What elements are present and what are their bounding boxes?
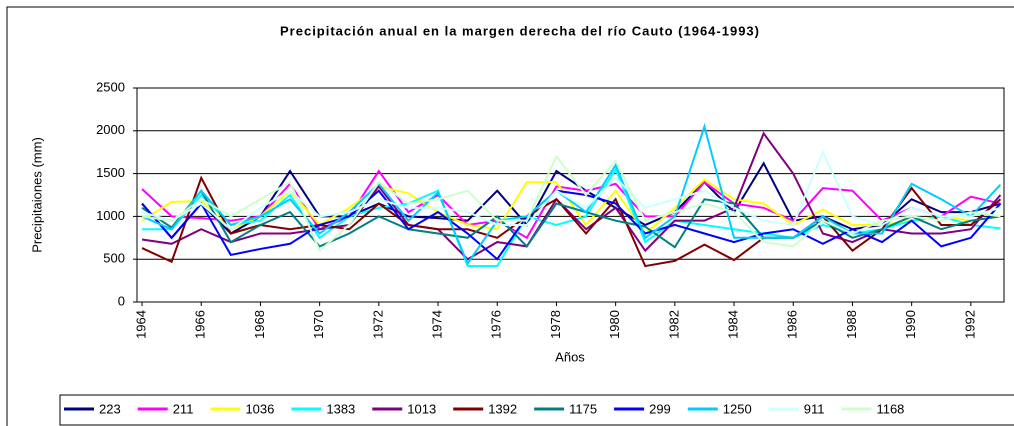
plot-area xyxy=(136,87,1005,303)
x-tick-label: 1982 xyxy=(666,310,681,339)
series-line xyxy=(141,169,1001,240)
x-tick-label: 1992 xyxy=(962,310,977,339)
series-line xyxy=(141,154,1001,253)
legend-label: 1250 xyxy=(723,401,752,416)
x-tick-label: 1966 xyxy=(193,310,208,339)
series-line xyxy=(141,161,1001,240)
x-tick-label: 1986 xyxy=(785,310,800,339)
y-tick-label: 1000 xyxy=(96,208,125,223)
x-tick-label: 1980 xyxy=(607,310,622,339)
legend-label: 1036 xyxy=(245,401,274,416)
series-line xyxy=(141,131,1002,261)
y-axis-label: Precipitaiones (mm) xyxy=(29,137,44,253)
x-tick-label: 1978 xyxy=(548,310,563,339)
x-tick-label: 1984 xyxy=(725,310,740,339)
legend-label: 911 xyxy=(804,401,825,416)
x-tick-label: 1974 xyxy=(429,310,444,339)
y-tick-label: 2500 xyxy=(96,79,125,94)
x-axis-label: Años xyxy=(555,349,585,364)
legend-label: 299 xyxy=(649,401,671,416)
legend-label: 1168 xyxy=(876,401,904,416)
series-line xyxy=(141,175,1002,268)
y-tick-label: 0 xyxy=(118,293,125,308)
legend-label: 1175 xyxy=(569,401,597,416)
chart-title: Precipitación anual en la margen derecha… xyxy=(280,23,760,38)
series-line xyxy=(141,123,1002,266)
y-tick-label: 500 xyxy=(103,251,125,266)
x-tick-label: 1976 xyxy=(489,310,504,339)
x-tick-label: 1968 xyxy=(252,310,267,339)
y-tick-label: 2000 xyxy=(96,122,125,137)
legend-label: 211 xyxy=(173,401,194,416)
x-tick-label: 1970 xyxy=(311,310,326,339)
series-line xyxy=(141,188,1001,249)
series-line xyxy=(141,178,1001,236)
x-tick-label: 1988 xyxy=(844,310,859,339)
y-tick-label: 1500 xyxy=(96,165,125,180)
x-tick-label: 1972 xyxy=(370,310,385,339)
legend-label: 223 xyxy=(99,401,121,416)
x-tick-label: 1964 xyxy=(133,310,148,339)
x-tick-label: 1990 xyxy=(903,310,918,339)
series-line xyxy=(141,149,1001,231)
legend-label: 1392 xyxy=(488,401,517,416)
legend-label: 1013 xyxy=(407,401,436,416)
legend-label: 1383 xyxy=(326,401,355,416)
